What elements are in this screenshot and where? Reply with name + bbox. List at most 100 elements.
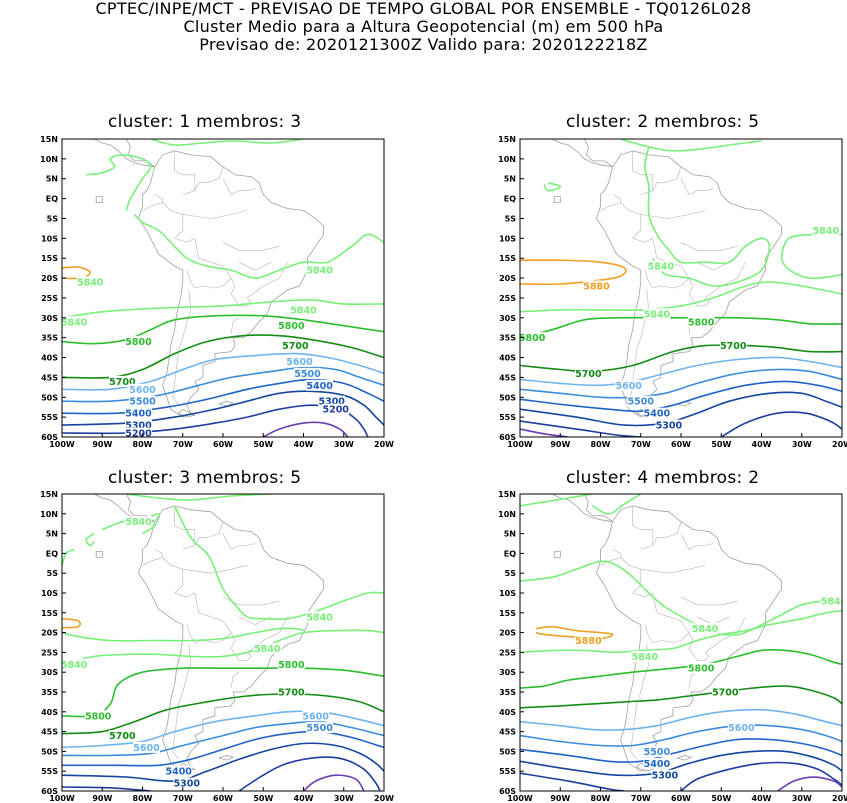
contour-label: 5700 xyxy=(282,341,309,352)
lat-tick-label: 5S xyxy=(505,569,517,578)
map-panel-4-group: 5840 5840 5880 5840 5800 5700 5600 550054005300… xyxy=(498,481,847,803)
island-outline xyxy=(143,107,167,119)
lat-tick-label: 55S xyxy=(41,767,58,776)
contour-label-bg xyxy=(84,710,112,722)
lat-tick-label: EQ xyxy=(504,195,516,204)
contour-5100 xyxy=(777,776,842,791)
island-outline xyxy=(195,481,201,482)
contour-label: 5400 xyxy=(644,759,671,770)
contour-label-bg xyxy=(253,642,281,654)
contour-label-bg xyxy=(125,407,152,419)
contour-label: 5880 xyxy=(583,282,610,293)
lon-tick-label: 20W xyxy=(832,794,847,803)
contour-5300 xyxy=(62,742,384,783)
country-border xyxy=(620,202,653,243)
island-outline xyxy=(95,551,103,558)
lat-tick-label: 35S xyxy=(499,334,516,343)
country-border xyxy=(182,565,248,574)
lat-tick-label: 45S xyxy=(499,728,516,737)
lat-tick-label: 20S xyxy=(41,274,58,283)
lon-tick-label: 100W xyxy=(49,440,75,449)
contour-label-bg xyxy=(109,375,136,387)
contour-5840 xyxy=(780,233,842,280)
lat-tick-label: 30S xyxy=(499,314,516,323)
lat-tick-label: 10N xyxy=(498,510,516,519)
lat-tick-label: 55S xyxy=(499,767,516,776)
lat-tick-label: 30S xyxy=(41,314,58,323)
lat-tick-label: 30S xyxy=(499,668,516,677)
country-border xyxy=(680,596,738,606)
contour-5880 xyxy=(520,259,627,286)
lon-tick-label: 100W xyxy=(507,440,533,449)
island-outline xyxy=(553,551,561,558)
contour-5840 xyxy=(86,154,152,211)
country-border xyxy=(162,557,195,598)
island-outline xyxy=(653,126,659,127)
country-border xyxy=(632,150,654,191)
contour-label: 5600 xyxy=(129,385,156,396)
lon-tick-label: 80W xyxy=(591,440,611,449)
contour-5500 xyxy=(520,724,842,747)
contour-5840 xyxy=(62,629,384,666)
lat-tick-label: 40S xyxy=(499,708,516,717)
lon-tick-label: 30W xyxy=(334,794,354,803)
contour-5200 xyxy=(62,786,151,791)
contour-label: 5500 xyxy=(644,747,671,758)
lat-tick-label: 40S xyxy=(41,708,58,717)
country-border xyxy=(230,317,240,334)
country-border xyxy=(182,210,248,219)
contour-5840 xyxy=(520,610,842,654)
lon-tick-label: 40W xyxy=(294,794,314,803)
lat-tick-label: 30S xyxy=(41,668,58,677)
country-border xyxy=(640,521,682,550)
lon-tick-label: 50W xyxy=(253,440,273,449)
lat-tick-label: 45S xyxy=(41,373,58,382)
contour-5880 xyxy=(62,617,81,629)
lat-tick-label: 5S xyxy=(47,215,59,224)
lat-tick-label: 60S xyxy=(41,433,58,442)
contour-label: 5840 xyxy=(648,262,675,273)
contour-label-bg xyxy=(282,340,309,352)
country-border xyxy=(222,533,256,550)
lon-tick-label: 90W xyxy=(550,440,570,449)
country-border xyxy=(162,202,195,243)
contour-label-bg xyxy=(655,419,683,431)
contour-label: 5600 xyxy=(615,381,642,392)
lat-tick-label: EQ xyxy=(504,549,516,558)
lon-tick-label: 100W xyxy=(49,794,75,803)
country-border xyxy=(652,592,710,661)
contour-5840 xyxy=(62,299,384,319)
contour-label-bg xyxy=(711,686,739,698)
lon-tick-label: 70W xyxy=(631,794,651,803)
contour-label: 5840 xyxy=(290,305,317,316)
lon-tick-label: 80W xyxy=(133,440,153,449)
contour-5200 xyxy=(680,761,842,791)
contour-label-bg xyxy=(719,340,747,352)
lon-tick-label: 90W xyxy=(550,794,570,803)
country-border xyxy=(640,210,706,219)
lon-tick-label: 20W xyxy=(832,440,847,449)
contour-5600 xyxy=(62,710,384,749)
country-border xyxy=(640,166,682,195)
contour-label-bg xyxy=(76,276,104,288)
contour-label-bg xyxy=(125,427,152,437)
country-border xyxy=(142,549,163,566)
contour-label: 5840 xyxy=(61,660,88,671)
lat-tick-label: 10S xyxy=(499,234,516,243)
lat-tick-label: 40S xyxy=(499,354,516,363)
lat-tick-label: 10S xyxy=(499,589,516,598)
contour-label: 5700 xyxy=(712,688,739,699)
map-frame xyxy=(61,138,385,438)
contour-label: 5800 xyxy=(688,317,715,328)
contour-label: 5600 xyxy=(286,357,313,368)
contour-label: 5400 xyxy=(306,381,333,392)
contour-label-bg xyxy=(631,650,659,662)
contour-label: 5500 xyxy=(129,397,156,408)
contour-label-bg xyxy=(687,662,715,674)
contour-5300 xyxy=(520,391,842,427)
lat-tick-label: 50S xyxy=(499,747,516,756)
lat-tick-label: 10N xyxy=(40,510,58,519)
country-border xyxy=(620,557,653,598)
island-outline xyxy=(653,481,659,482)
contour-label-bg xyxy=(643,308,671,320)
